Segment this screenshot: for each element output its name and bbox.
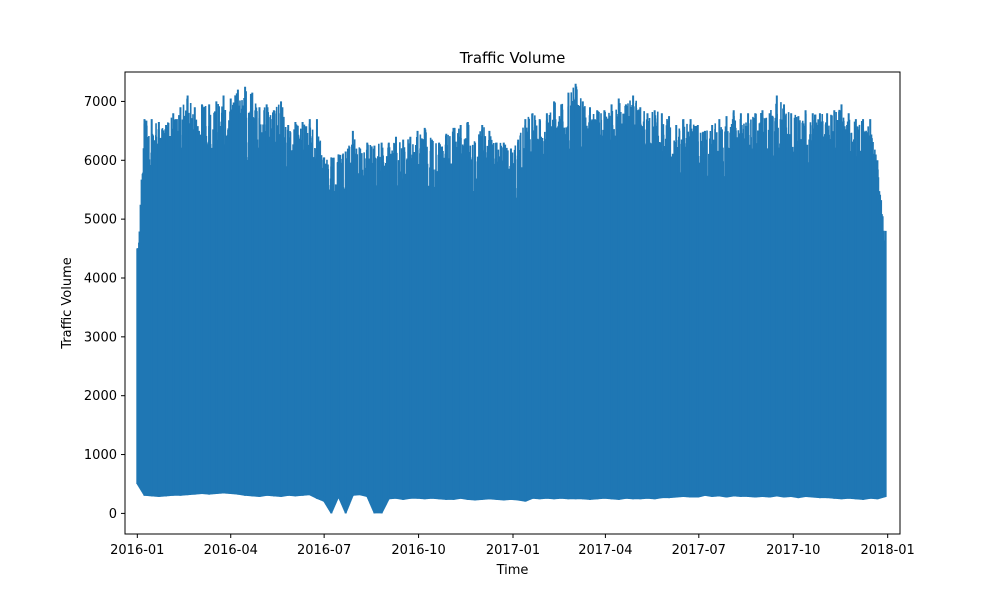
axes-frame — [124, 71, 901, 535]
y-axis: 0 1000 2000 3000 4000 5000 6000 7000 — [84, 95, 125, 522]
x-axis-label: Time — [496, 563, 529, 578]
x-tick-label: 2016-04 — [204, 543, 258, 558]
plot-area — [136, 83, 887, 514]
x-tick-label: 2017-07 — [672, 543, 726, 558]
x-tick-label: 2017-01 — [486, 543, 540, 558]
x-tick-label: 2016-01 — [110, 543, 164, 558]
x-tick-label: 2016-10 — [391, 543, 445, 558]
x-tick-label: 2018-01 — [861, 543, 915, 558]
y-tick-label: 4000 — [84, 271, 117, 286]
x-tick-label: 2016-07 — [297, 543, 351, 558]
series-peaks — [136, 83, 887, 514]
x-tick-label: 2017-10 — [766, 543, 820, 558]
chart-title: Traffic Volume — [459, 49, 566, 67]
y-tick-label: 0 — [109, 507, 117, 522]
x-axis: 2016-01 2016-04 2016-07 2016-10 2017-01 2017-… — [110, 534, 915, 558]
y-tick-label: 6000 — [84, 154, 117, 169]
y-tick-label: 1000 — [84, 448, 117, 463]
y-tick-label: 2000 — [84, 389, 117, 404]
x-tick-label: 2017-04 — [578, 543, 632, 558]
y-tick-label: 5000 — [84, 213, 117, 228]
y-tick-label: 7000 — [84, 95, 117, 110]
y-tick-label: 3000 — [84, 330, 117, 345]
y-axis-label: Traffic Volume — [60, 257, 75, 350]
